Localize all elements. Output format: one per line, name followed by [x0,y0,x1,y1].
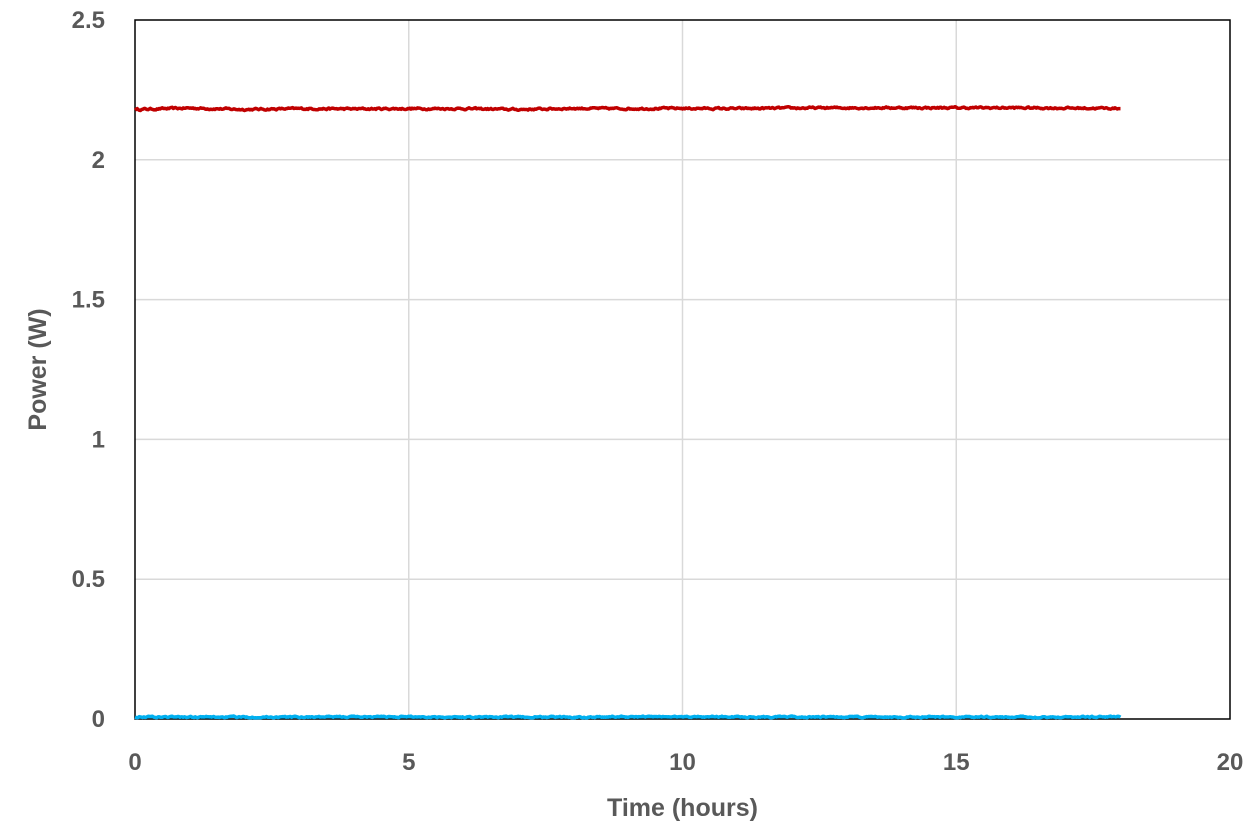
gridlines [135,20,1230,719]
y-axis-title: Power (W) [24,308,52,430]
y-tick-label: 2 [92,147,105,174]
x-axis-title: Time (hours) [607,794,758,822]
y-tick-label: 0.5 [72,566,105,593]
y-tick-label: 1 [92,426,105,453]
series-line-2 [134,714,1122,720]
x-tick-label: 5 [402,749,415,776]
x-tick-label: 20 [1217,749,1244,776]
y-tick-label: 1.5 [72,287,105,314]
x-tick-label: 10 [669,749,696,776]
y-tick-label: 2.5 [72,7,105,34]
x-tick-label: 0 [128,749,141,776]
y-tick-labels: 0 0.5 1 1.5 2 2.5 [72,7,105,733]
x-tick-labels: 0 5 10 15 20 [128,749,1243,776]
series-line-1 [133,104,1122,113]
series-layer [133,104,1122,720]
x-tick-label: 15 [943,749,970,776]
y-tick-label: 0 [92,706,105,733]
plot-area-border [134,19,1231,720]
